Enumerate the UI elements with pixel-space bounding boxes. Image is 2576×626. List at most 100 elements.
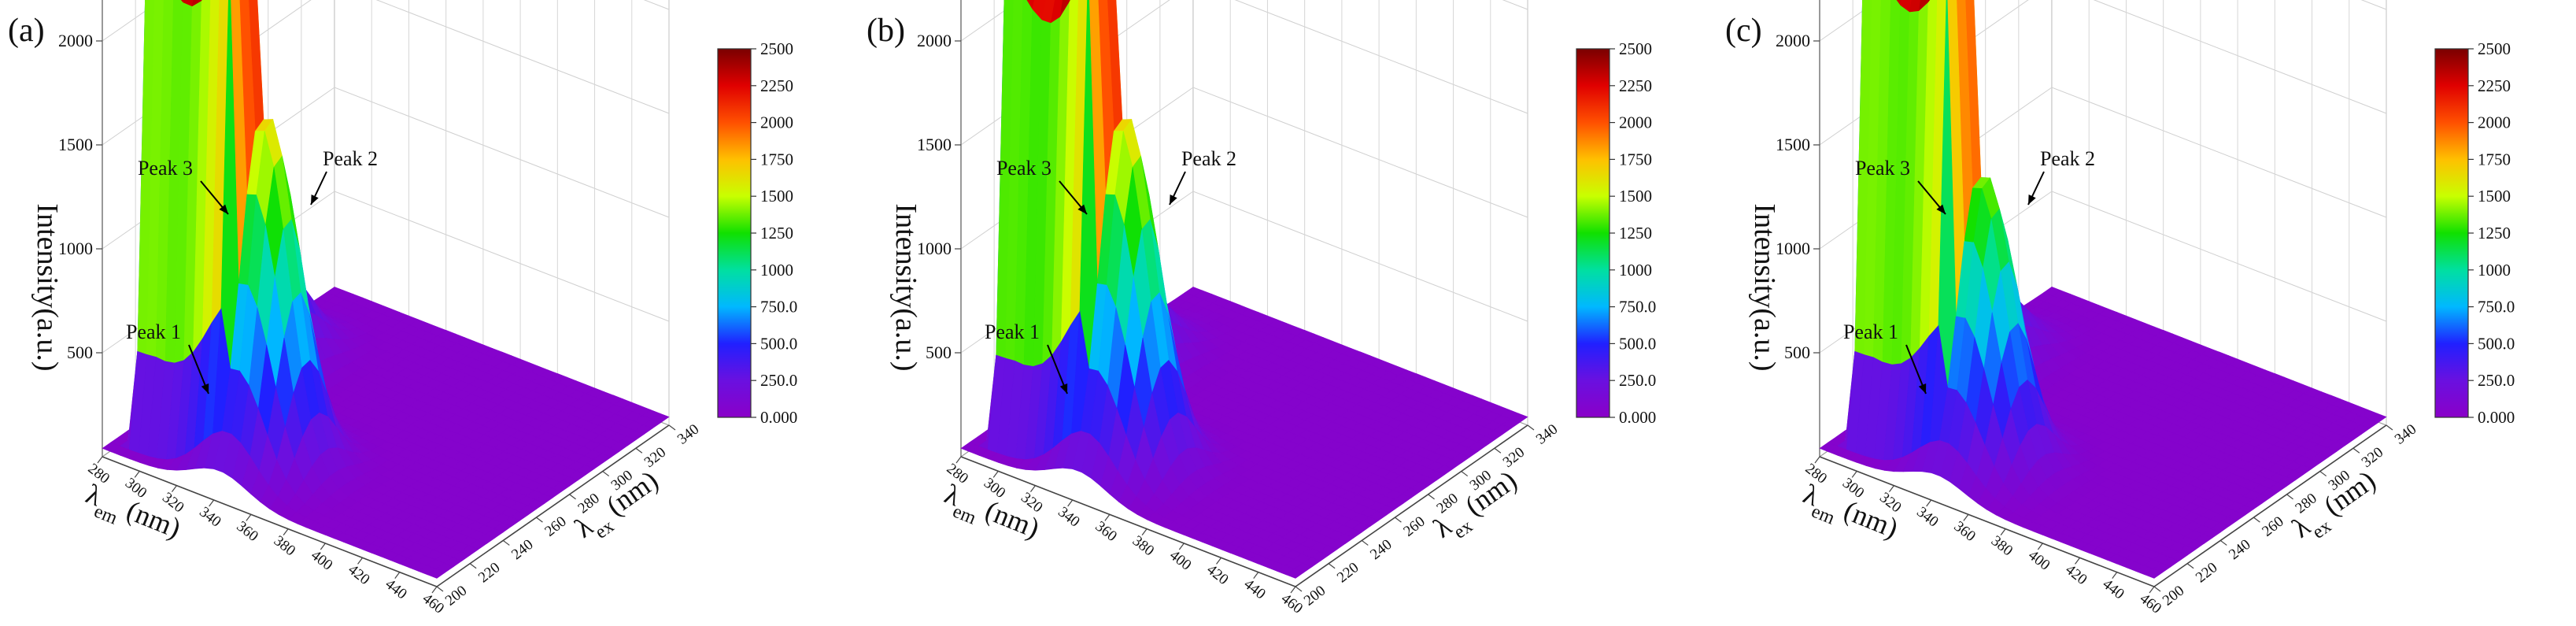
em-tick (283, 528, 289, 536)
peak-label: Peak 2 (1181, 147, 1236, 170)
ex-tick-label: 200 (1301, 583, 1329, 609)
em-tick-label: 440 (2099, 576, 2127, 602)
colorbar-tick-label: 1500 (760, 187, 793, 206)
colorbar-tick-label: 1250 (2478, 224, 2511, 243)
peak-arrowhead (201, 383, 209, 394)
ex-tick-label: 260 (541, 513, 569, 540)
em-tick (394, 572, 401, 580)
colorbar-tick-label: 2500 (760, 39, 793, 58)
ex-axis-line (436, 424, 670, 587)
em-axis-line (960, 456, 1296, 587)
em-tick (1814, 456, 1820, 464)
peak-annotations: Peak 1 Peak 2 Peak 3 (126, 147, 378, 394)
ex-tick (2186, 563, 2194, 569)
ex-tick (2286, 494, 2293, 500)
em-tick (2112, 572, 2118, 580)
panel-label: (b) (867, 13, 905, 49)
colorbar-tick-label: 2250 (1619, 76, 1652, 95)
em-tick (1888, 485, 1894, 493)
ex-tick (2386, 424, 2393, 431)
peak-label: Peak 2 (323, 147, 378, 170)
em-tick (431, 586, 438, 594)
panel-2: 2803003203403603804004204404602002202402… (867, 0, 1656, 617)
colorbar-tick-label: 1250 (760, 224, 793, 243)
ex-tick-label: 260 (2259, 513, 2286, 540)
em-tick-label: 440 (382, 576, 409, 602)
colorbar-tick-label: 1750 (760, 150, 793, 169)
em-tick-label: 460 (2137, 591, 2164, 617)
z-tick-label: 500 (1784, 343, 1810, 362)
em-tick-label: 360 (1092, 518, 1120, 545)
ex-tick-label: 260 (1400, 513, 1428, 540)
em-tick (97, 456, 103, 464)
z-axis-title: Intensity(a.u.) (31, 203, 64, 371)
ex-tick (1527, 424, 1535, 431)
em-tick (171, 485, 177, 493)
em-tick-label: 460 (1278, 591, 1306, 617)
colorbar: 0.000 250.0 500.0 750.0 1000 1250 1500 1750 2000… (2434, 39, 2515, 427)
surface-patch (1285, 569, 1305, 579)
em-tick (1926, 499, 1932, 507)
ex-axis-line (2153, 424, 2387, 587)
colorbar-tick-label: 2500 (1619, 39, 1652, 58)
colorbar-gradient (1576, 48, 1610, 418)
ex-tick (1461, 471, 1469, 477)
z-axis-title: Intensity(a.u.) (1748, 203, 1781, 371)
em-axis-line (1819, 456, 2155, 587)
ex-tick (602, 471, 610, 477)
em-tick-label: 420 (2062, 561, 2090, 588)
colorbar-tick-label: 0.000 (1619, 408, 1656, 427)
ex-tick-label: 240 (2226, 536, 2253, 563)
ex-tick (502, 539, 510, 546)
surface (102, 0, 670, 579)
em-tick (1104, 513, 1111, 521)
peak-arrowhead (1170, 194, 1177, 205)
em-tick (1290, 586, 1296, 594)
peak-arrowhead (1918, 383, 1927, 394)
colorbar-tick-label: 250.0 (2478, 371, 2515, 390)
colorbar-tick-label: 0.000 (2478, 408, 2515, 427)
z-tick-label: 1000 (917, 239, 952, 258)
ex-tick-label: 340 (1533, 421, 1561, 448)
em-tick (134, 470, 140, 478)
em-tick-label: 380 (271, 532, 298, 559)
colorbar: 0.000 250.0 500.0 750.0 1000 1250 1500 1750 2000… (1576, 39, 1656, 427)
ex-tick (2219, 539, 2227, 546)
em-tick (1067, 499, 1074, 507)
ex-tick-label: 200 (442, 583, 470, 609)
ex-tick-label: 240 (508, 536, 536, 563)
colorbar-tick-label: 500.0 (760, 334, 797, 353)
peak-label: Peak 2 (2040, 147, 2095, 170)
peak-label: Peak 1 (126, 320, 181, 343)
em-tick-label: 380 (1129, 532, 1157, 559)
colorbar-tick-label: 250.0 (760, 371, 797, 390)
em-tick-label: 360 (1951, 518, 1979, 545)
colorbar-tick-label: 0.000 (760, 408, 797, 427)
em-tick-label: 400 (1166, 547, 1194, 574)
colorbar-tick-label: 500.0 (1619, 334, 1656, 353)
em-tick-label: 360 (234, 518, 261, 545)
ex-tick-label: 200 (2160, 583, 2187, 609)
z-tick-label: 1000 (1776, 239, 1810, 258)
peak-label: Peak 1 (985, 320, 1040, 343)
peak-label: Peak 3 (1855, 157, 1910, 180)
ex-tick-label: 220 (1334, 559, 1362, 586)
peak-arrowhead (1077, 204, 1087, 214)
em-tick-label: 340 (1913, 504, 1941, 531)
ex-tick (536, 517, 543, 523)
em-tick-label: 400 (2025, 547, 2053, 574)
ex-tick (2352, 447, 2360, 454)
em-tick-label: 420 (1203, 561, 1231, 588)
surface-patch (1927, 0, 1931, 3)
panel-1: 2803003203403603804004204404602002202402… (8, 0, 797, 617)
surface-patch (2144, 569, 2164, 579)
colorbar-tick-label: 750.0 (760, 298, 797, 317)
ex-tick-label: 240 (1367, 536, 1395, 563)
colorbar-tick-label: 1750 (2478, 150, 2511, 169)
z-tick-label: 1500 (917, 135, 952, 154)
ex-tick (1395, 517, 1402, 523)
em-tick (320, 543, 326, 550)
z-tick-label: 2000 (1776, 31, 1810, 50)
em-tick-label: 400 (308, 547, 335, 574)
peak-label: Peak 1 (1843, 320, 1898, 343)
